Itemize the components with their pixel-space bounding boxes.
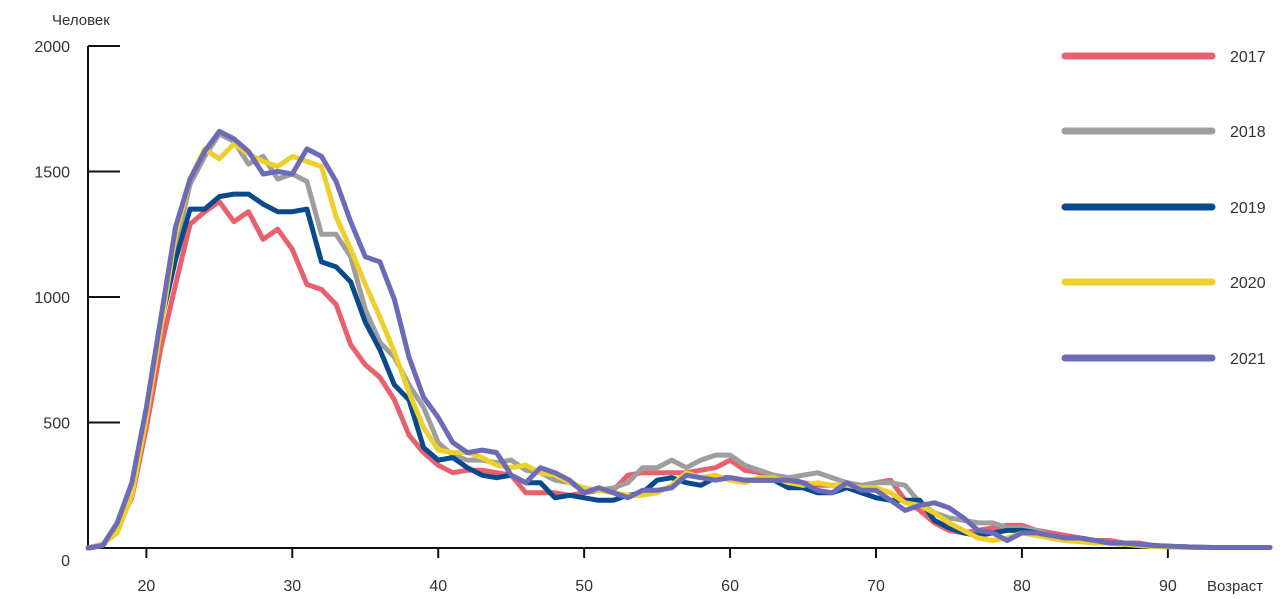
x-axis-title: Возраст <box>1207 578 1263 595</box>
y-ticks: 0 500 1000 1500 2000 <box>34 39 120 570</box>
x-tick-label: 90 <box>1159 578 1177 595</box>
x-tick-label: 50 <box>575 578 593 595</box>
legend-label-2017: 2017 <box>1230 49 1266 66</box>
x-tick-label: 80 <box>1013 578 1031 595</box>
y-tick-label: 1000 <box>34 290 70 307</box>
x-tick-label: 40 <box>429 578 447 595</box>
x-tick-label: 20 <box>137 578 155 595</box>
legend: 2017 2018 2019 2020 2021 <box>1061 49 1266 368</box>
legend-label-2020: 2020 <box>1230 275 1266 292</box>
legend-label-2018: 2018 <box>1230 124 1266 141</box>
series-line-2021 <box>85 128 1273 551</box>
series-line-2018 <box>85 131 1273 551</box>
series-line-2019 <box>85 191 1273 551</box>
y-tick-label: 0 <box>61 553 70 570</box>
y-tick-label: 1500 <box>34 165 70 182</box>
y-axis-title: Человек <box>52 12 110 29</box>
x-tick-label: 30 <box>283 578 301 595</box>
y-tick-label: 500 <box>43 416 70 433</box>
series-lines <box>85 128 1273 551</box>
x-tick-label: 60 <box>721 578 739 595</box>
legend-label-2019: 2019 <box>1230 200 1266 217</box>
y-tick-label: 2000 <box>34 39 70 56</box>
legend-label-2021: 2021 <box>1230 351 1266 368</box>
series-line-2017 <box>85 199 1273 551</box>
x-ticks: 20 30 40 50 60 70 80 90 <box>137 548 1177 595</box>
x-tick-label: 70 <box>867 578 885 595</box>
